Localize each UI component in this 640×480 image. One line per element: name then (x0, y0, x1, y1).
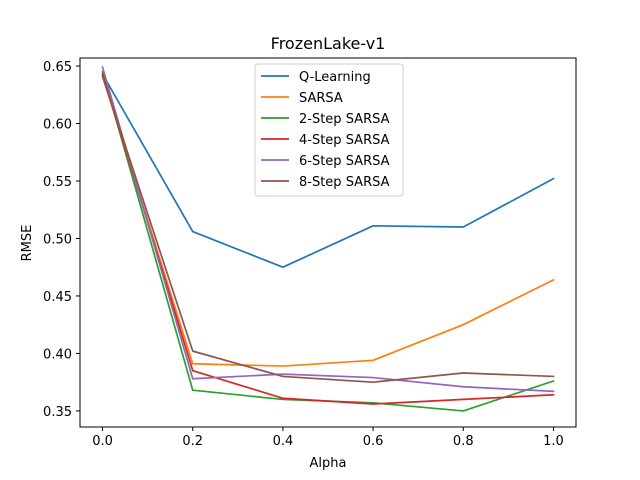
legend-label: 2-Step SARSA (299, 112, 390, 127)
legend-label: 4-Step SARSA (299, 133, 390, 148)
chart-title: FrozenLake-v1 (271, 34, 386, 53)
y-tick-label: 0.60 (43, 118, 72, 133)
y-tick-label: 0.50 (43, 232, 72, 247)
series-line-4 (101, 73, 555, 405)
legend-label: SARSA (299, 91, 343, 106)
y-tick-label: 0.40 (43, 347, 72, 362)
x-tick-label: 0.0 (92, 434, 113, 449)
x-tick-label: 0.4 (273, 434, 294, 449)
x-tick-label: 1.0 (543, 434, 564, 449)
series-line-2 (101, 75, 555, 367)
x-tick-label: 0.6 (363, 434, 384, 449)
legend-label: Q-Learning (299, 70, 371, 85)
y-tick-label: 0.45 (43, 290, 72, 305)
series-line-5 (101, 66, 555, 393)
y-tick-label: 0.35 (43, 405, 72, 420)
legend: Q-Learning SARSA 2-Step SARSA 4-Step SARSA 6… (254, 63, 404, 197)
x-axis-label: Alpha (310, 456, 347, 471)
axis-ticks: 0.0 0.2 0.4 0.6 0.8 1.0 0.35 0.40 0.45 0.50 0.55 0.… (43, 60, 564, 449)
series-line-6 (101, 75, 555, 384)
y-tick-label: 0.55 (43, 175, 72, 190)
plot-frame (79, 57, 577, 428)
legend-label: 8-Step SARSA (299, 175, 390, 190)
series-line-1 (101, 72, 555, 269)
series-lines (101, 66, 555, 412)
x-tick-label: 0.8 (453, 434, 474, 449)
y-tick-label: 0.65 (43, 60, 72, 75)
legend-label: 6-Step SARSA (299, 154, 390, 169)
x-tick-label: 0.2 (182, 434, 203, 449)
y-axis-label: RMSE (20, 225, 35, 262)
legend-box (254, 63, 404, 197)
